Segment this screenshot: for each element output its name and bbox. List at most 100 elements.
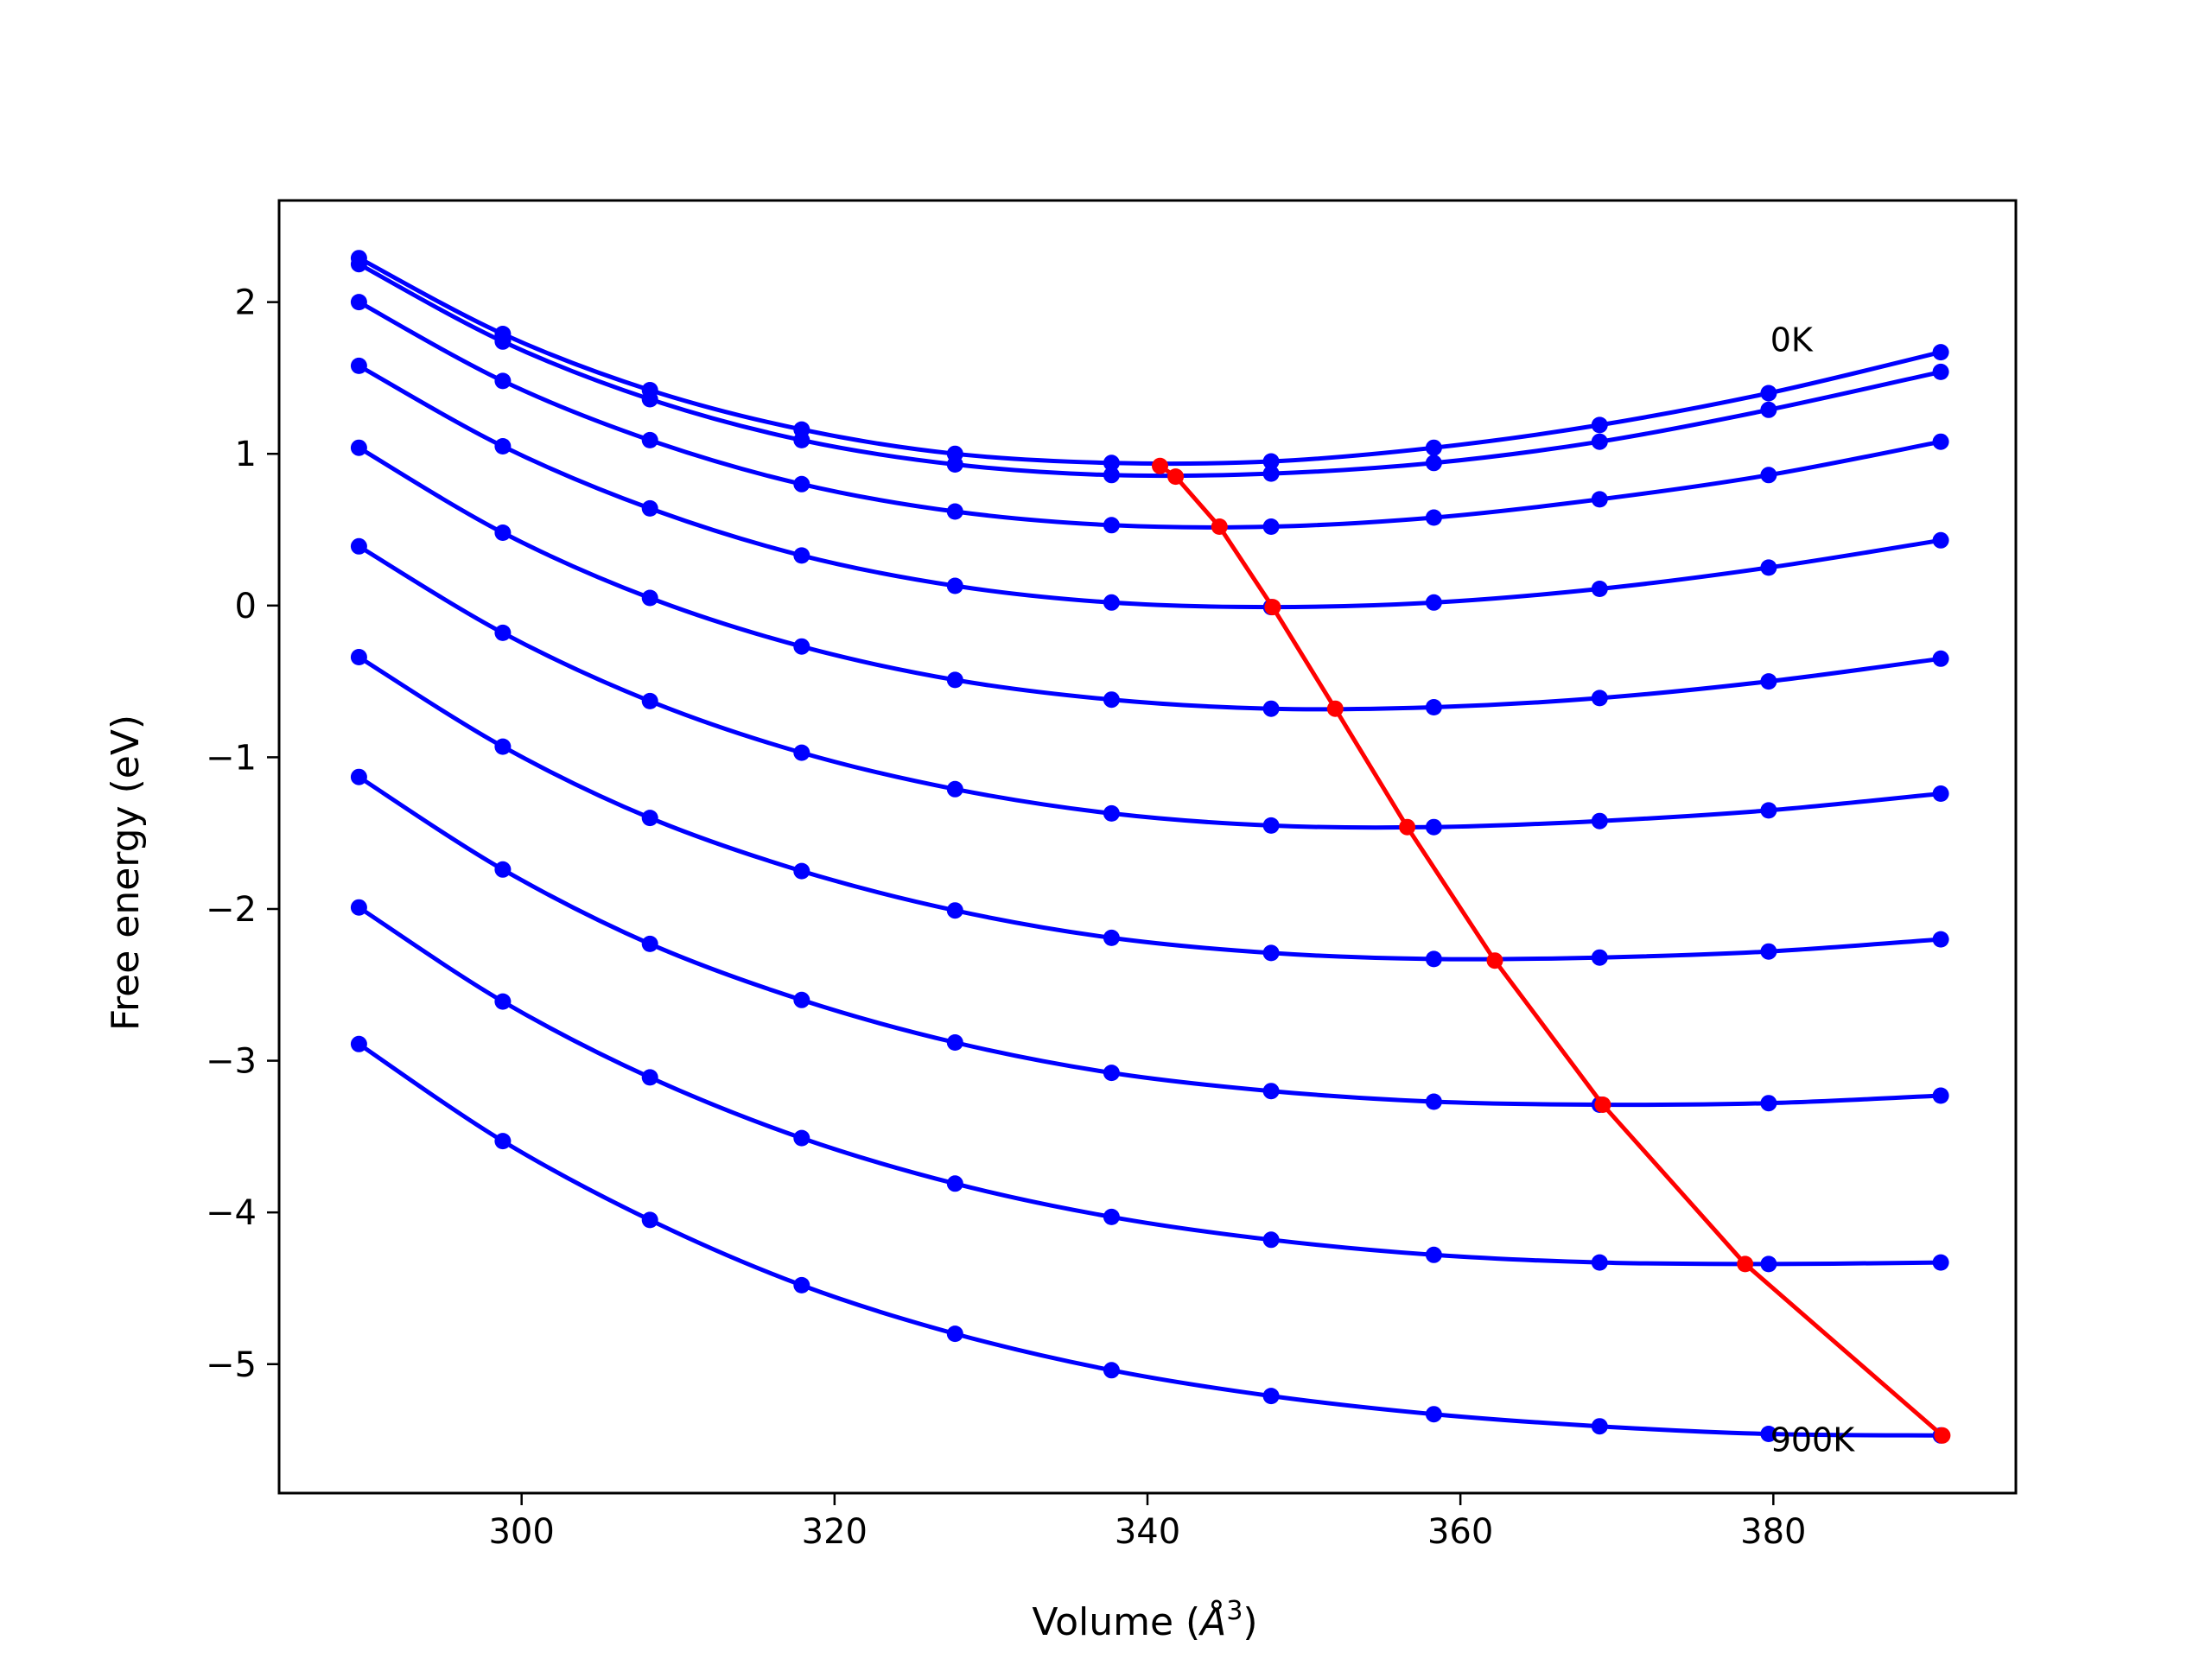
data-point — [350, 256, 367, 273]
data-point — [494, 738, 512, 755]
minimum-point — [1486, 952, 1503, 969]
minimum-point — [1737, 1255, 1754, 1273]
x-axis-label-exponent: 3 — [1226, 1596, 1243, 1626]
data-point — [1760, 1095, 1777, 1112]
data-point — [1932, 531, 1949, 549]
data-point — [1760, 802, 1777, 819]
data-point — [1262, 817, 1280, 834]
data-point — [1262, 700, 1280, 717]
data-point — [1760, 559, 1777, 576]
data-point — [1932, 1254, 1949, 1271]
data-point — [1425, 454, 1442, 472]
data-point — [946, 1325, 963, 1343]
plot-content — [350, 250, 1951, 1444]
data-point — [1103, 1362, 1120, 1379]
data-point — [1591, 491, 1608, 508]
x-tick-label: 320 — [802, 1512, 868, 1552]
data-point — [1262, 1388, 1280, 1405]
series-0 — [350, 250, 1949, 472]
data-point — [641, 499, 658, 517]
data-point — [1760, 385, 1777, 402]
data-point — [946, 503, 963, 520]
data-point — [1425, 699, 1442, 715]
data-point — [1425, 1246, 1442, 1263]
y-tick-label: 0 — [235, 587, 257, 626]
x-axis-label: Volume (Å3) — [1032, 1596, 1257, 1644]
x-axis-label-unit: Å — [1198, 1599, 1226, 1644]
series-1 — [350, 256, 1949, 484]
data-point — [350, 294, 367, 311]
data-point — [793, 638, 810, 655]
minimum-point — [1934, 1427, 1951, 1444]
series-8 — [350, 899, 1949, 1273]
data-point — [1591, 1254, 1608, 1271]
data-point — [641, 810, 658, 827]
data-point — [946, 780, 963, 798]
data-point — [793, 431, 810, 448]
temperature-annotation: 900K — [1770, 1421, 1856, 1459]
data-point — [350, 1035, 367, 1052]
data-point — [1932, 650, 1949, 667]
series-9 — [350, 1035, 1949, 1444]
data-point — [1425, 950, 1442, 968]
minimum-point — [1167, 468, 1185, 486]
data-point — [1425, 594, 1442, 611]
minimum-point — [1399, 818, 1416, 836]
data-point — [1932, 363, 1949, 380]
data-point — [946, 577, 963, 594]
series-2 — [350, 294, 1949, 535]
data-point — [1262, 518, 1280, 535]
data-point — [1591, 949, 1608, 966]
x-axis: 300 320 340 360 380 — [488, 1493, 1807, 1552]
data-point — [1932, 1087, 1949, 1104]
data-point — [350, 537, 367, 555]
data-point — [1760, 467, 1777, 484]
data-point — [793, 744, 810, 761]
x-axis-label-text: Volume ( — [1032, 1600, 1200, 1644]
data-point — [1103, 929, 1120, 946]
data-point — [793, 991, 810, 1008]
data-point — [1760, 1426, 1777, 1442]
annotations: 0K 900K — [1770, 321, 1856, 1459]
data-point — [946, 1034, 963, 1051]
minimum-point — [1152, 457, 1168, 474]
data-point — [1262, 1231, 1280, 1249]
data-point — [1103, 594, 1120, 611]
data-point — [494, 861, 512, 878]
data-point — [1262, 465, 1280, 482]
data-point — [494, 993, 512, 1010]
data-point — [350, 649, 367, 665]
y-tick-label: −4 — [206, 1193, 257, 1233]
y-tick-label: 2 — [235, 283, 257, 323]
minima-series — [1152, 457, 1951, 1444]
temperature-annotation: 0K — [1770, 321, 1814, 359]
data-point — [1103, 467, 1120, 484]
x-tick-label: 300 — [488, 1512, 554, 1552]
data-point — [1262, 1083, 1280, 1100]
data-point — [1262, 944, 1280, 962]
data-point — [946, 902, 963, 919]
y-tick-label: −3 — [206, 1042, 257, 1082]
x-tick-label: 360 — [1427, 1512, 1493, 1552]
data-point — [1932, 785, 1949, 802]
data-point — [1760, 943, 1777, 960]
data-point — [1591, 690, 1608, 707]
data-point — [1591, 1418, 1608, 1435]
y-tick-label: −1 — [206, 738, 257, 778]
data-point — [641, 1211, 658, 1229]
data-point — [1425, 818, 1442, 836]
data-point — [1760, 673, 1777, 690]
data-point — [641, 935, 658, 952]
data-point — [494, 333, 512, 350]
data-point — [1760, 401, 1777, 418]
series-4 — [350, 439, 1949, 717]
data-point — [1425, 1406, 1442, 1423]
data-point — [1932, 433, 1949, 450]
data-point — [494, 524, 512, 541]
data-point — [641, 391, 658, 408]
data-point — [641, 431, 658, 448]
data-point — [641, 1069, 658, 1086]
data-point — [350, 439, 367, 456]
data-point — [1262, 453, 1280, 470]
